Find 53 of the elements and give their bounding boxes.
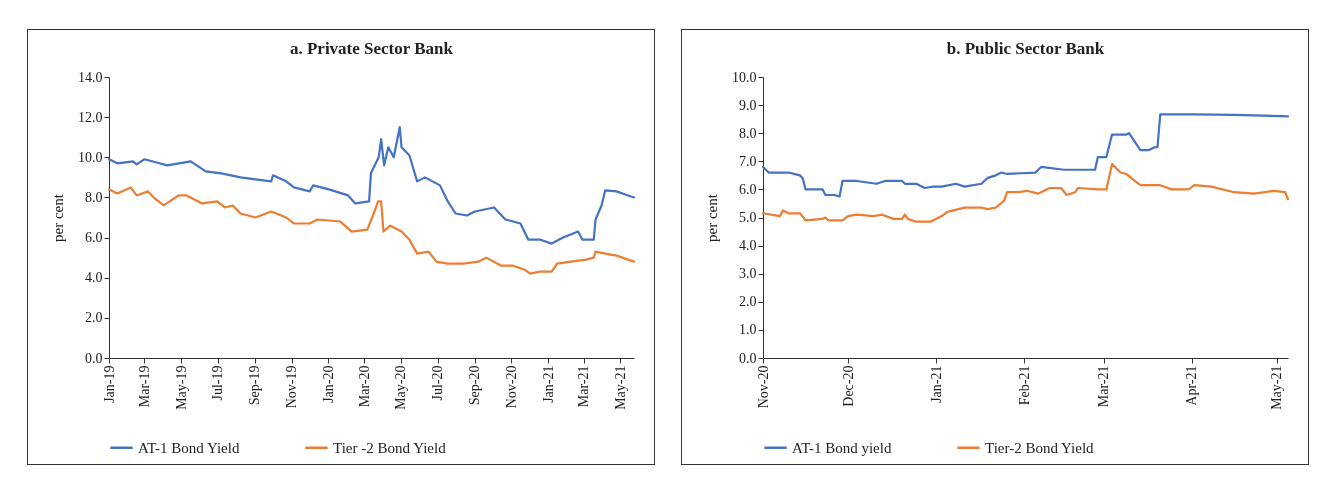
x-tick-label: Mar-19 (136, 365, 152, 408)
x-tick-label: Mar-20 (356, 365, 372, 408)
chart-title: b. Public Sector Bank (946, 39, 1105, 58)
y-tick-label: 3.0 (739, 266, 757, 282)
x-tick-label: Nov-19 (284, 365, 300, 409)
x-tick-label: Jan-20 (320, 365, 336, 403)
y-axis-title: per cent (50, 193, 66, 242)
y-tick-label: 7.0 (739, 153, 757, 169)
line-series (107, 186, 636, 275)
y-tick-label: 8.0 (85, 189, 103, 205)
y-tick-label: 6.0 (739, 181, 757, 197)
x-tick-label: Sep-20 (467, 365, 483, 406)
legend-label: AT-1 Bond yield (792, 439, 892, 456)
y-tick-label: 10.0 (78, 149, 103, 165)
x-tick-label: Jul-20 (430, 365, 446, 401)
y-tick-label: 9.0 (739, 97, 757, 113)
legend-label: Tier -2 Bond Yield (333, 439, 447, 456)
x-tick-label: Apr-21 (1184, 365, 1200, 406)
y-axis-title: per cent (704, 193, 720, 242)
y-tick-label: 1.0 (739, 322, 757, 338)
x-tick-label: Mar-21 (1096, 365, 1112, 408)
legend-label: Tier-2 Bond Yield (985, 439, 1095, 456)
line-series (761, 163, 1290, 223)
x-tick-label: Jan-21 (928, 365, 944, 403)
y-tick-label: 4.0 (739, 238, 757, 254)
y-tick-label: 5.0 (739, 210, 757, 225)
x-tick-label: May-19 (173, 365, 189, 410)
y-tick-label: 2.0 (85, 310, 103, 326)
y-tick-label: 12.0 (78, 109, 103, 125)
y-tick-label: 14.0 (78, 69, 103, 85)
x-tick-label: Sep-19 (247, 365, 263, 406)
y-tick-label: 10.0 (732, 69, 757, 85)
line-series (107, 126, 636, 245)
x-tick-label: Nov-20 (755, 365, 771, 409)
x-tick-label: Dec-20 (840, 365, 856, 407)
x-tick-label: May-21 (612, 365, 628, 410)
x-tick-label: Jan-21 (540, 365, 556, 403)
y-tick-label: 8.0 (739, 125, 757, 141)
x-tick-label: Feb-21 (1016, 365, 1032, 406)
y-tick-label: 0.0 (85, 350, 103, 366)
line-series (761, 113, 1290, 198)
x-tick-label: Nov-20 (503, 365, 519, 409)
x-tick-label: May-21 (1269, 365, 1285, 410)
x-tick-label: Jul-19 (210, 365, 226, 401)
legend-label: AT-1 Bond Yield (138, 439, 240, 456)
y-tick-label: 6.0 (85, 230, 103, 246)
x-tick-label: May-20 (393, 365, 409, 410)
x-tick-label: Jan-19 (101, 365, 117, 403)
chart-title: a. Private Sector Bank (289, 39, 454, 58)
x-tick-label: Mar-21 (576, 365, 592, 408)
y-tick-label: 4.0 (85, 270, 103, 286)
y-tick-label: 0.0 (739, 350, 757, 366)
y-tick-label: 2.0 (739, 294, 757, 310)
